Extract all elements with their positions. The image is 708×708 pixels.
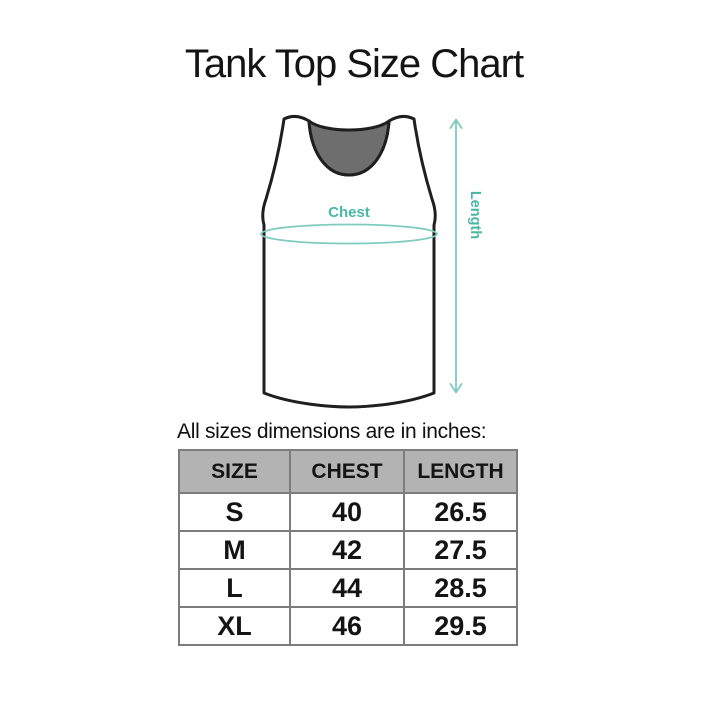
units-note: All sizes dimensions are in inches: bbox=[177, 420, 487, 443]
table-row: XL 46 29.5 bbox=[178, 606, 518, 646]
arrowhead-down-icon bbox=[449, 383, 463, 394]
cell-size: S bbox=[178, 492, 291, 532]
table-row: L 44 28.5 bbox=[178, 568, 518, 608]
cell-length: 27.5 bbox=[403, 530, 518, 570]
cell-size: XL bbox=[178, 606, 291, 646]
length-arrow-icon bbox=[449, 118, 463, 394]
cell-length: 29.5 bbox=[403, 606, 518, 646]
arrowhead-up-icon bbox=[449, 118, 463, 129]
cell-length: 28.5 bbox=[403, 568, 518, 608]
chest-ellipse-icon bbox=[260, 223, 438, 245]
cell-size: L bbox=[178, 568, 291, 608]
header-length: LENGTH bbox=[403, 449, 518, 494]
tank-top-diagram: Chest Length bbox=[260, 114, 483, 409]
size-table: SIZE CHEST LENGTH S 40 26.5 M 42 27.5 L … bbox=[178, 449, 518, 646]
chest-label: Chest bbox=[328, 204, 370, 221]
table-header-row: SIZE CHEST LENGTH bbox=[178, 449, 518, 494]
header-size: SIZE bbox=[178, 449, 291, 494]
header-chest: CHEST bbox=[289, 449, 405, 494]
table-row: S 40 26.5 bbox=[178, 492, 518, 532]
cell-length: 26.5 bbox=[403, 492, 518, 532]
neck-opening bbox=[307, 119, 391, 177]
page-title: Tank Top Size Chart bbox=[184, 42, 524, 86]
cell-size: M bbox=[178, 530, 291, 570]
cell-chest: 42 bbox=[289, 530, 405, 570]
cell-chest: 46 bbox=[289, 606, 405, 646]
cell-chest: 40 bbox=[289, 492, 405, 532]
table-row: M 42 27.5 bbox=[178, 530, 518, 570]
length-label: Length bbox=[467, 191, 483, 239]
cell-chest: 44 bbox=[289, 568, 405, 608]
